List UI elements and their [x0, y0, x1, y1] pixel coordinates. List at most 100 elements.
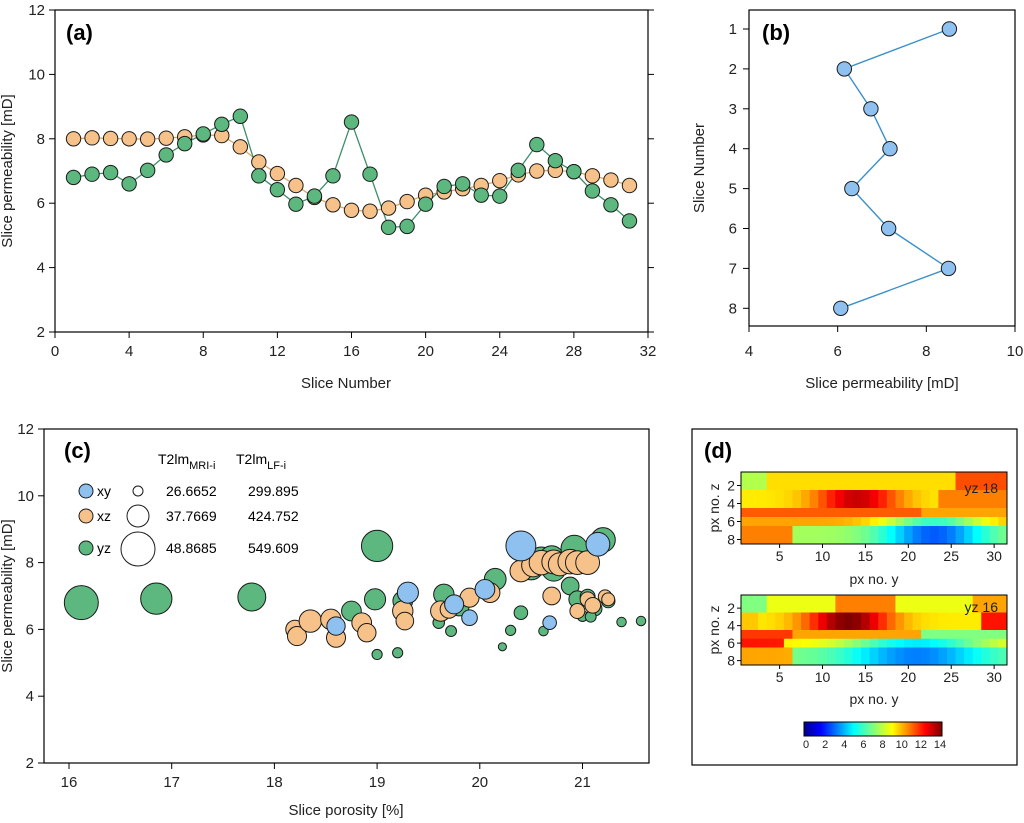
heatmap-cell — [843, 612, 853, 622]
colorbar-tick-label: 2 — [822, 739, 828, 751]
panel-a-point-yz — [454, 176, 471, 192]
heatmap-cell — [989, 508, 999, 518]
heatmap-cell — [792, 499, 802, 509]
heatmap-cell — [989, 647, 999, 657]
heatmap-cell — [852, 630, 862, 640]
heatmap-cell — [766, 621, 776, 631]
heatmap-cell — [818, 481, 828, 491]
heatmap-cell — [946, 647, 956, 657]
panel-c-axes: 16 17 18 19 20 21 2 4 6 8 10 12 — [17, 421, 591, 791]
heatmap-cell — [981, 490, 991, 500]
heatmap-cell — [818, 508, 828, 518]
heatmap-cell — [766, 630, 776, 640]
heatmap-cell — [989, 630, 999, 640]
panel-c-point-xz — [569, 603, 586, 620]
heatmap-cell — [921, 508, 931, 518]
heatmap-cell — [904, 630, 914, 640]
heatmap-cell — [801, 621, 811, 631]
heatmap-cell — [929, 535, 939, 545]
heatmap-cell — [758, 508, 768, 518]
panel-c-xlabel: Slice porosity [%] — [288, 802, 403, 819]
heatmap-cell — [981, 656, 991, 666]
heatmap-cell — [964, 472, 974, 482]
panel-d-label: (d) — [704, 438, 732, 463]
heatmap-cell — [981, 595, 991, 605]
panel-c-label: (c) — [64, 438, 91, 463]
heatmap-cell — [801, 490, 811, 500]
heatmap-cell — [775, 595, 785, 605]
heatmap-cell — [998, 630, 1008, 640]
heatmap-cell — [964, 535, 974, 545]
heatmap-cell — [792, 603, 802, 613]
heatmap-cell — [766, 481, 776, 491]
panel-a-xtick-label: 8 — [199, 343, 207, 360]
heatmap-cell — [895, 517, 905, 527]
heatmap-cell — [792, 508, 802, 518]
heatmap-cell — [895, 595, 905, 605]
panel-c: 16 17 18 19 20 21 2 4 6 8 10 12 (c) Slice porosity … — [0, 421, 650, 819]
heatmap-cell — [938, 603, 948, 613]
panel-a-point-xz — [380, 200, 397, 216]
heatmap-cell — [749, 595, 759, 605]
heatmap-yz-18-cells — [741, 472, 1008, 545]
heatmap-cell — [775, 517, 785, 527]
heatmap-cell — [843, 621, 853, 631]
heatmap-cell — [964, 603, 974, 613]
heatmap-cell — [964, 647, 974, 657]
heatmap-cell — [981, 472, 991, 482]
heatmap-cell — [989, 603, 999, 613]
heatmap-cell — [912, 535, 922, 545]
heatmap-cell — [921, 499, 931, 509]
heatmap-cell — [758, 499, 768, 509]
heatmap-cell — [741, 508, 750, 518]
legend-header-lf-main: T2lm — [236, 451, 267, 467]
heatmap-cell — [766, 603, 776, 613]
heatmap-cell — [843, 603, 853, 613]
panel-b-xtick-label: 8 — [922, 343, 930, 360]
panel-b-point — [844, 180, 860, 197]
heatmap-cell — [929, 656, 939, 666]
panel-c-point-xy — [326, 616, 346, 636]
heatmap-cell — [878, 517, 888, 527]
heatmap-ytick-label: 4 — [727, 618, 735, 634]
heatmap-cell — [835, 481, 845, 491]
heatmap-cell — [938, 630, 948, 640]
panel-c-point-yz — [364, 588, 387, 611]
panel-a-point-yz — [417, 196, 434, 212]
heatmap-cell — [921, 612, 931, 622]
heatmap-cell — [861, 490, 871, 500]
heatmap-cell — [955, 612, 965, 622]
heatmap-cell — [895, 603, 905, 613]
panel-c-point-xy — [505, 530, 537, 562]
panel-a-point-xz — [65, 131, 82, 147]
heatmap-cell — [783, 621, 793, 631]
heatmap-cell — [801, 526, 811, 536]
heatmap-cell — [809, 499, 819, 509]
heatmap-cell — [981, 647, 991, 657]
heatmap-yz-18-xlabel: px no. y — [849, 571, 898, 587]
heatmap-xtick-label: 5 — [776, 548, 784, 564]
heatmap-cell — [741, 526, 750, 536]
heatmap-cell — [801, 612, 811, 622]
heatmap-cell — [929, 595, 939, 605]
heatmap-cell — [989, 481, 999, 491]
panel-a-point-yz — [584, 183, 601, 199]
heatmap-cell — [904, 647, 914, 657]
heatmap-cell — [792, 490, 802, 500]
heatmap-cell — [972, 612, 982, 622]
heatmap-cell — [869, 499, 879, 509]
panel-c-point-xy — [474, 578, 496, 600]
heatmap-cell — [861, 526, 871, 536]
heatmap-cell — [878, 490, 888, 500]
heatmap-cell — [886, 647, 896, 657]
heatmap-cell — [912, 638, 922, 648]
heatmap-cell — [749, 508, 759, 518]
heatmap-cell — [972, 472, 982, 482]
heatmap-cell — [766, 526, 776, 536]
heatmap-cell — [809, 535, 819, 545]
heatmap-cell — [775, 472, 785, 482]
heatmap-cell — [775, 630, 785, 640]
panel-b-frame — [748, 9, 1016, 327]
